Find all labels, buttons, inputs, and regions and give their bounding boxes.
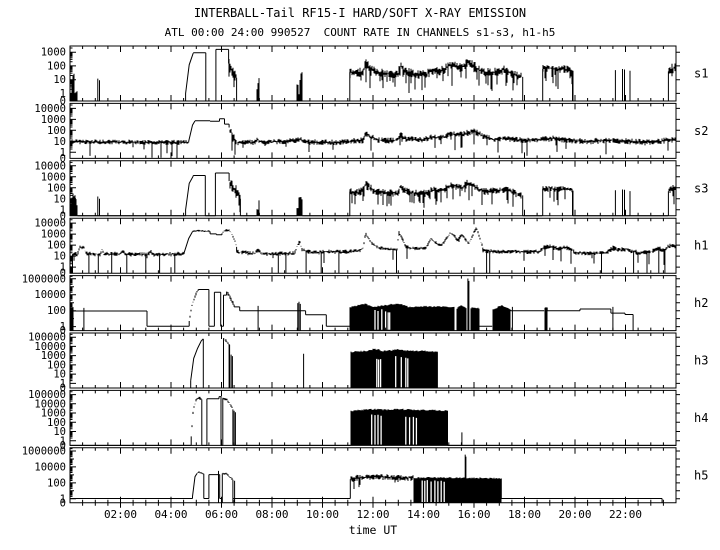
h1-ytick-10000: 10000 [34, 218, 66, 230]
h3-ytick-1: 1 [60, 378, 66, 390]
h5-frame [69, 447, 680, 508]
h1-ytick-100: 100 [47, 240, 66, 252]
s2-ytick-1000: 1000 [41, 114, 66, 126]
h2-ytick-100: 100 [47, 305, 66, 317]
xtick-10:00: 10:00 [306, 508, 339, 521]
xtick-04:00: 04:00 [154, 508, 187, 521]
h1-ytick-0: 0 [60, 268, 66, 280]
xtick-14:00: 14:00 [407, 508, 440, 521]
s3-frame [69, 160, 680, 217]
h3-ytick-10000: 10000 [34, 341, 66, 353]
h1-frame [69, 217, 680, 274]
h2-ytick-10000: 10000 [34, 289, 66, 301]
h4-ytick-10000: 10000 [34, 398, 66, 410]
h2-ytick-1000000: 1000000 [22, 273, 66, 285]
panel-label-h5: h5 [694, 468, 708, 482]
h4-ytick-0: 0 [60, 440, 66, 452]
h2-frame [69, 275, 680, 332]
h4-ytick-1000: 1000 [41, 408, 66, 420]
h2-ytick-0: 0 [60, 325, 66, 337]
s3-ytick-10000: 10000 [34, 160, 66, 172]
h3-trace-gaps [376, 356, 409, 388]
h3-ytick-10: 10 [53, 369, 66, 381]
panel-h5: 1000000 10000 100 10 h5 [22, 446, 709, 510]
s2-frame [69, 102, 680, 159]
xtick-18:00: 18:00 [508, 508, 541, 521]
s2-ytick-100: 100 [47, 125, 66, 137]
s2-ytick-10: 10 [53, 136, 66, 148]
xtick-22:00: 22:00 [609, 508, 642, 521]
h3-ytick-100000: 100000 [28, 332, 66, 344]
s1-ytick-1000: 1000 [41, 47, 66, 59]
panel-label-s2: s2 [694, 124, 708, 138]
h1-ytick-1: 1 [60, 262, 66, 274]
s3-ytick-0: 0 [60, 210, 66, 222]
chart-subtitle: ATL 00:00 24:00 990527 COUNT RATE IN CHA… [165, 26, 556, 39]
h2-trace-gaps [374, 309, 391, 330]
s1-ytick-10: 10 [53, 74, 66, 86]
h1-ytick-1000: 1000 [41, 229, 66, 241]
chart-title: INTERBALL-Tail RF15-I HARD/SOFT X-RAY EM… [194, 6, 526, 20]
h1-ytick-10: 10 [53, 251, 66, 263]
panels-group: 10001001010s11000010001001010s2100001000… [22, 45, 709, 510]
panel-label-h3: h3 [694, 354, 708, 368]
s3-ytick-10: 10 [53, 193, 66, 205]
h5-ytick-0: 0 [60, 497, 66, 509]
panel-h2: 1000000 10000 100 10 h2 [22, 273, 709, 337]
h3-ytick-0: 0 [60, 383, 66, 395]
xtick-06:00: 06:00 [205, 508, 238, 521]
h4-trace-gaps [371, 414, 418, 445]
h1-trace [70, 227, 677, 274]
h3-ytick-1000: 1000 [41, 350, 66, 362]
xtick-20:00: 20:00 [558, 508, 591, 521]
s1-frame [69, 45, 680, 102]
x-axis-title: time UT [349, 523, 398, 537]
s1-ytick-1: 1 [60, 88, 66, 100]
h4-ytick-100: 100 [47, 417, 66, 429]
s3-ytick-1000: 1000 [41, 171, 66, 183]
xtick-16:00: 16:00 [457, 508, 490, 521]
panel-label-s1: s1 [694, 67, 708, 81]
panel-label-h4: h4 [694, 411, 708, 425]
panel-label-h2: h2 [694, 296, 708, 310]
s1-ytick-0: 0 [60, 96, 66, 108]
h5-trace-gaps [421, 480, 445, 502]
h4-ytick-10: 10 [53, 426, 66, 438]
h4-ytick-100000: 100000 [28, 389, 66, 401]
h4-ytick-1: 1 [60, 435, 66, 447]
panel-label-s3: s3 [694, 181, 708, 195]
h3-frame [69, 332, 680, 389]
panel-label-h1: h1 [694, 239, 708, 253]
s2-ytick-1: 1 [60, 147, 66, 159]
s2-ytick-10000: 10000 [34, 103, 66, 115]
h5-ytick-10000: 10000 [34, 461, 66, 473]
s3-ytick-100: 100 [47, 182, 66, 194]
xtick-12:00: 12:00 [356, 508, 389, 521]
xtick-02:00: 02:00 [104, 508, 137, 521]
h4-frame [69, 389, 680, 446]
h5-ytick-1000000: 1000000 [22, 446, 66, 458]
h2-ytick-1: 1 [60, 321, 66, 333]
h3-ytick-100: 100 [47, 359, 66, 371]
h5-ytick-1: 1 [60, 493, 66, 505]
s3-ytick-1: 1 [60, 204, 66, 216]
s1-ytick-100: 100 [47, 60, 66, 72]
time-axis-group: 02:00 04:00 06:00 08:00 10:00 12:00 14:00 16:00… [104, 508, 642, 521]
xtick-08:00: 08:00 [255, 508, 288, 521]
s2-ytick-0: 0 [60, 153, 66, 165]
h5-ytick-100: 100 [47, 477, 66, 489]
